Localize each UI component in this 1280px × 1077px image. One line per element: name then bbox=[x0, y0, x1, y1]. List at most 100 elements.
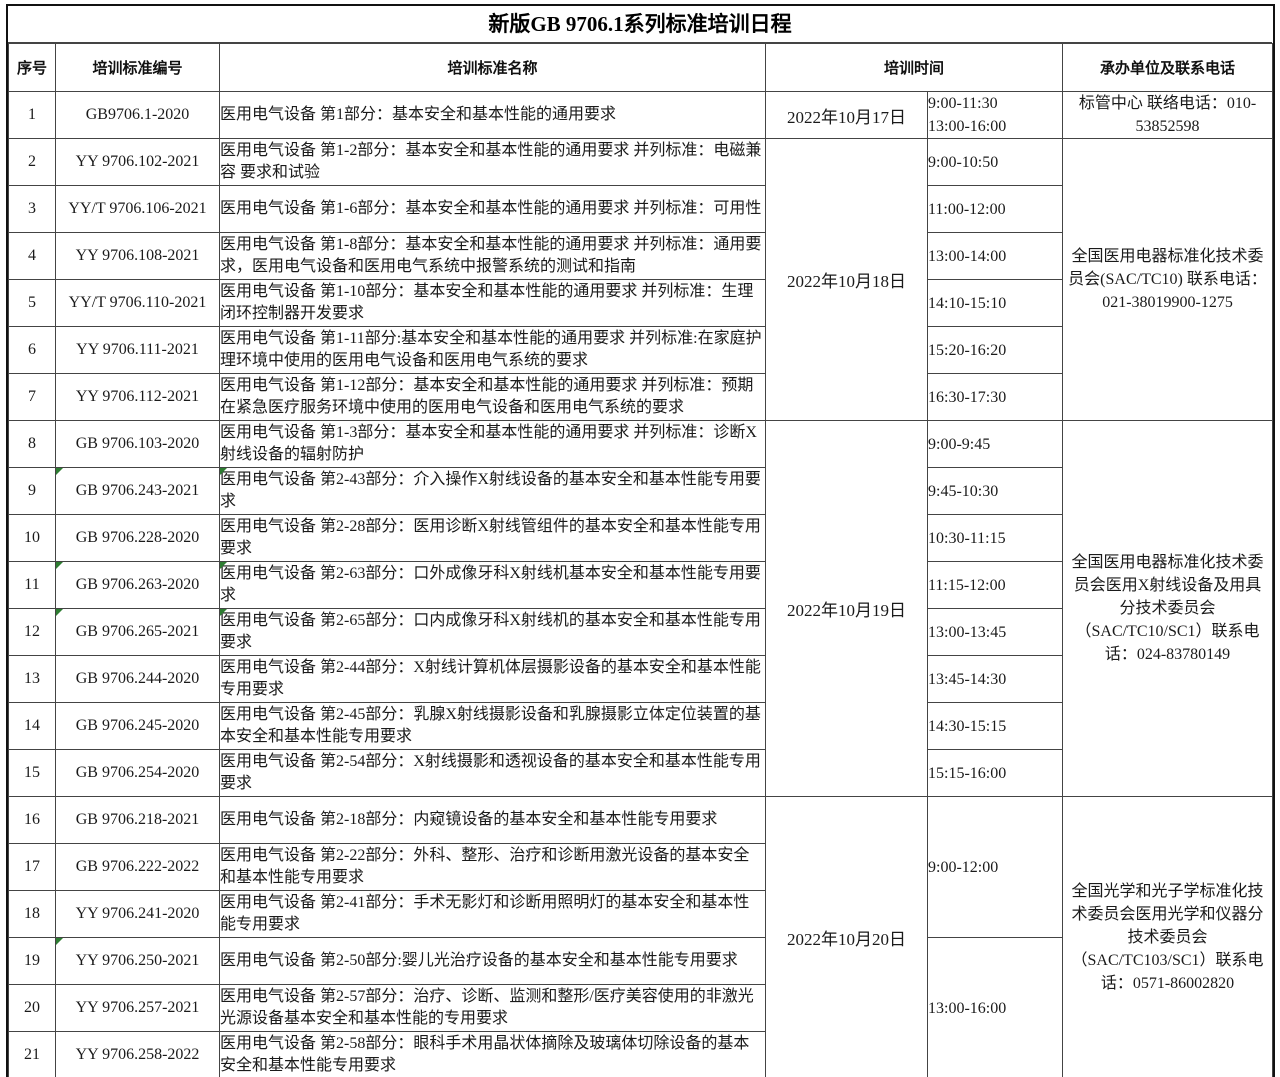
training-time-cell: 9:00-12:00 bbox=[926, 796, 1064, 938]
table-row: 12 GB 9706.265-2021 医用电气设备 第2-65部分：口内成像牙… bbox=[8, 608, 1273, 656]
standard-name-cell: 医用电气设备 第1-8部分：基本安全和基本性能的通用要求 并列标准：通用要求，医… bbox=[219, 232, 766, 280]
table-row: 1 GB9706.1-2020 医用电气设备 第1部分：基本安全和基本性能的通用… bbox=[8, 91, 1274, 139]
flag-triangle-icon bbox=[56, 609, 63, 616]
training-time-cell: 9:00-9:45 bbox=[926, 420, 1064, 468]
standard-name-cell: 医用电气设备 第2-44部分：X射线计算机体层摄影设备的基本安全和基本性能专用要… bbox=[219, 655, 766, 703]
standard-no-text: YY 9706.250-2021 bbox=[75, 952, 200, 969]
index-cell: 11 bbox=[8, 561, 56, 609]
index-cell: 20 bbox=[8, 984, 56, 1032]
training-time-cell: 16:30-17:30 bbox=[926, 373, 1064, 421]
standard-no-cell: YY 9706.108-2021 bbox=[55, 232, 220, 280]
standard-no-cell: GB 9706.243-2021 bbox=[55, 467, 220, 515]
standard-no-cell: GB 9706.222-2022 bbox=[55, 843, 220, 891]
training-time-cell: 13:00-13:45 bbox=[926, 608, 1064, 656]
training-date-cell: 2022年10月18日 bbox=[765, 138, 928, 421]
standard-no-cell: GB 9706.218-2021 bbox=[55, 796, 220, 844]
training-time-cell: 11:00-12:00 bbox=[926, 185, 1064, 233]
standard-no-text: GB 9706.265-2021 bbox=[75, 623, 200, 640]
flag-triangle-icon bbox=[220, 468, 227, 475]
standard-name-cell: 医用电气设备 第2-41部分：手术无影灯和诊断用照明灯的基本安全和基本性能专用要… bbox=[219, 890, 766, 938]
standard-name-cell: 医用电气设备 第2-65部分：口内成像牙科X射线机的基本安全和基本性能专用要求 bbox=[219, 608, 766, 656]
standard-name-cell: 医用电气设备 第1-2部分：基本安全和基本性能的通用要求 并列标准：电磁兼容 要… bbox=[219, 138, 766, 186]
index-cell: 3 bbox=[8, 185, 56, 233]
index-cell: 21 bbox=[8, 1031, 56, 1077]
training-time-cell: 9:00-11:30 13:00-16:00 bbox=[926, 91, 1064, 139]
standard-no-cell: GB 9706.265-2021 bbox=[55, 608, 220, 656]
standard-no-text: GB 9706.243-2021 bbox=[75, 482, 200, 499]
training-time-cell: 10:30-11:15 bbox=[926, 514, 1064, 562]
index-cell: 14 bbox=[8, 702, 56, 750]
standard-name-cell: 医用电气设备 第1-6部分：基本安全和基本性能的通用要求 并列标准：可用性 bbox=[219, 185, 766, 233]
index-cell: 5 bbox=[8, 279, 56, 327]
header-index: 序号 bbox=[8, 43, 56, 92]
standard-no-cell: YY 9706.250-2021 bbox=[55, 937, 220, 985]
training-time-cell: 15:15-16:00 bbox=[926, 749, 1064, 797]
training-date-cell: 2022年10月20日 bbox=[765, 796, 928, 1077]
index-cell: 6 bbox=[8, 326, 56, 374]
training-schedule-sheet: 新版GB 9706.1系列标准培训日程 序号 培训标准编号 培训标准名称 培训时… bbox=[6, 4, 1276, 1077]
standard-no-cell: YY 9706.258-2022 bbox=[55, 1031, 220, 1077]
header-standard-no: 培训标准编号 bbox=[55, 43, 220, 92]
table-row: 4 YY 9706.108-2021 医用电气设备 第1-8部分：基本安全和基本… bbox=[8, 232, 1273, 280]
table-row: 15 GB 9706.254-2020 医用电气设备 第2-54部分：X射线摄影… bbox=[8, 749, 1273, 797]
index-cell: 18 bbox=[8, 890, 56, 938]
standard-name-cell: 医用电气设备 第2-54部分：X射线摄影和透视设备的基本安全和基本性能专用要求 bbox=[219, 749, 766, 797]
index-cell: 9 bbox=[8, 467, 56, 515]
standard-no-cell: YY 9706.111-2021 bbox=[55, 326, 220, 374]
standard-no-cell: YY 9706.102-2021 bbox=[55, 138, 220, 186]
standard-name-cell: 医用电气设备 第2-43部分：介入操作X射线设备的基本安全和基本性能专用要求 bbox=[219, 467, 766, 515]
header-training-time: 培训时间 bbox=[764, 43, 1064, 92]
index-cell: 4 bbox=[8, 232, 56, 280]
table-row: 16 GB 9706.218-2021 医用电气设备 第2-18部分：内窥镜设备… bbox=[8, 796, 1274, 1077]
training-time-cell: 9:00-10:50 bbox=[926, 138, 1064, 186]
training-time-cell: 13:00-14:00 bbox=[926, 232, 1064, 280]
header-row: 序号 培训标准编号 培训标准名称 培训时间 承办单位及联系电话 bbox=[8, 43, 1274, 92]
standard-no-cell: YY/T 9706.110-2021 bbox=[55, 279, 220, 327]
flag-triangle-icon bbox=[56, 938, 63, 945]
standard-name-cell: 医用电气设备 第2-58部分：眼科手术用晶状体摘除及玻璃体切除设备的基本安全和基… bbox=[219, 1031, 766, 1077]
organizer-cell: 全国医用电器标准化技术委 员会医用X射线设备及用具 分技术委员会 （SAC/TC… bbox=[1062, 420, 1274, 797]
index-cell: 8 bbox=[8, 420, 56, 468]
training-time-cell: 9:45-10:30 bbox=[926, 467, 1064, 515]
standard-name-cell: 医用电气设备 第1-12部分：基本安全和基本性能的通用要求 并列标准：预期在紧急… bbox=[219, 373, 766, 421]
header-standard-name: 培训标准名称 bbox=[219, 43, 766, 92]
standard-name-cell: 医用电气设备 第2-57部分：治疗、诊断、监测和整形/医疗美容使用的非激光光源设… bbox=[219, 984, 766, 1032]
standard-no-cell: GB 9706.254-2020 bbox=[55, 749, 220, 797]
standard-no-cell: GB 9706.263-2020 bbox=[55, 561, 220, 609]
table-row: 9 GB 9706.243-2021 医用电气设备 第2-43部分：介入操作X射… bbox=[8, 467, 1273, 515]
standard-no-cell: YY 9706.241-2020 bbox=[55, 890, 220, 938]
training-time-cell: 11:15-12:00 bbox=[926, 561, 1064, 609]
standard-name-cell: 医用电气设备 第1-11部分:基本安全和基本性能的通用要求 并列标准:在家庭护理… bbox=[219, 326, 766, 374]
standard-name-cell: 医用电气设备 第2-28部分：医用诊断X射线管组件的基本安全和基本性能专用要求 bbox=[219, 514, 766, 562]
table-row: 10 GB 9706.228-2020 医用电气设备 第2-28部分：医用诊断X… bbox=[8, 514, 1273, 562]
flag-triangle-icon bbox=[56, 562, 63, 569]
table-row: 21 YY 9706.258-2022 医用电气设备 第2-58部分：眼科手术用… bbox=[8, 1031, 1273, 1077]
table-row: 18 YY 9706.241-2020 医用电气设备 第2-41部分：手术无影灯… bbox=[8, 890, 1273, 938]
training-time-cell: 14:30-15:15 bbox=[926, 702, 1064, 750]
index-cell: 13 bbox=[8, 655, 56, 703]
standard-name-text: 医用电气设备 第2-43部分：介入操作X射线设备的基本安全和基本性能专用要求 bbox=[220, 471, 761, 510]
standard-no-cell: YY/T 9706.106-2021 bbox=[55, 185, 220, 233]
table-row: 6 YY 9706.111-2021 医用电气设备 第1-11部分:基本安全和基… bbox=[8, 326, 1273, 374]
header-organizer: 承办单位及联系电话 bbox=[1062, 43, 1274, 92]
index-cell: 1 bbox=[8, 91, 56, 139]
standard-name-cell: 医用电气设备 第1部分：基本安全和基本性能的通用要求 bbox=[219, 91, 766, 139]
organizer-cell: 全国医用电器标准化技术委 员会(SAC/TC10) 联系电话： 021-3801… bbox=[1062, 138, 1274, 421]
index-cell: 16 bbox=[8, 796, 56, 844]
page-title: 新版GB 9706.1系列标准培训日程 bbox=[8, 6, 1272, 43]
standard-no-cell: GB 9706.103-2020 bbox=[55, 420, 220, 468]
table-row: 7 YY 9706.112-2021 医用电气设备 第1-12部分：基本安全和基… bbox=[8, 373, 1273, 421]
training-date-cell: 2022年10月17日 bbox=[765, 91, 928, 139]
index-cell: 7 bbox=[8, 373, 56, 421]
table-row: 2 YY 9706.102-2021 医用电气设备 第1-2部分：基本安全和基本… bbox=[8, 138, 1274, 421]
organizer-cell: 标管中心 联络电话：010- 53852598 bbox=[1062, 91, 1274, 139]
standard-no-cell: GB 9706.228-2020 bbox=[55, 514, 220, 562]
table-row: 17 GB 9706.222-2022 医用电气设备 第2-22部分：外科、整形… bbox=[8, 843, 1273, 891]
training-time-cell: 13:00-16:00 bbox=[926, 937, 1064, 1077]
index-cell: 19 bbox=[8, 937, 56, 985]
standard-no-cell: GB 9706.245-2020 bbox=[55, 702, 220, 750]
training-time-cell: 14:10-15:10 bbox=[926, 279, 1064, 327]
training-time-cell: 13:45-14:30 bbox=[926, 655, 1064, 703]
standard-name-cell: 医用电气设备 第2-50部分:婴儿光治疗设备的基本安全和基本性能专用要求 bbox=[219, 937, 766, 985]
table-row: 11 GB 9706.263-2020 医用电气设备 第2-63部分：口外成像牙… bbox=[8, 561, 1273, 609]
